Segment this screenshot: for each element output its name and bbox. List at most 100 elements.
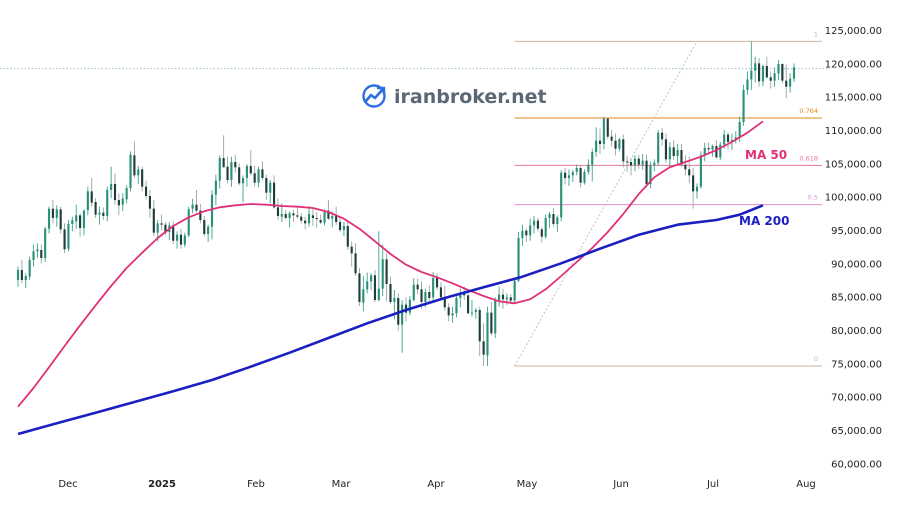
candle-17: [82, 209, 86, 236]
candle-body-59: [245, 166, 248, 178]
candle-body-192: [761, 66, 765, 82]
y-tick-6: 90,000.00: [831, 259, 882, 270]
candle-189: [750, 41, 753, 90]
candle-121: [486, 306, 489, 366]
candle-body-82: [335, 216, 338, 222]
candle-body-102: [412, 284, 415, 300]
candle-body-178: [707, 148, 710, 150]
candle-13: [67, 220, 70, 252]
candle-91: [370, 273, 373, 290]
candle-body-29: [129, 154, 132, 188]
candle-137: [548, 212, 551, 228]
y-tick-12: 120,000.00: [825, 59, 882, 70]
candle-body-73: [300, 216, 303, 221]
candle-body-198: [785, 80, 788, 87]
candle-148: [591, 148, 594, 182]
candle-body-12: [63, 229, 66, 250]
candle-93: [377, 231, 380, 302]
candle-21: [98, 206, 101, 225]
candle-197: [781, 63, 784, 84]
candle-body-76: [311, 215, 314, 218]
candle-body-160: [637, 158, 640, 165]
candle-67: [276, 198, 280, 220]
ma50-label: MA 50: [745, 148, 787, 162]
candle-body-61: [253, 173, 256, 183]
fib-label-4: 0: [814, 355, 818, 363]
candle-body-86: [350, 246, 353, 254]
candle-142: [567, 169, 571, 186]
candle-body-46: [195, 204, 198, 211]
candle-body-196: [777, 64, 780, 74]
candle-body-2: [24, 276, 27, 280]
candle-body-32: [141, 169, 144, 187]
candle-body-166: [661, 132, 664, 140]
candle-body-26: [117, 200, 120, 206]
candle-body-9: [51, 208, 54, 218]
candle-body-90: [366, 281, 369, 290]
candle-body-63: [261, 169, 264, 178]
candle-body-6: [40, 250, 43, 258]
candle-body-51: [214, 180, 217, 195]
candle-body-181: [719, 144, 722, 158]
candle-body-111: [447, 307, 450, 316]
candle-body-40: [172, 225, 175, 241]
candle-body-190: [754, 63, 757, 71]
candle-185: [734, 131, 737, 144]
candle-body-68: [280, 214, 283, 217]
candle-54: [226, 156, 229, 184]
candle-196: [777, 60, 780, 80]
candle-body-127: [509, 297, 512, 301]
candle-body-105: [424, 292, 427, 302]
candle-body-138: [552, 214, 555, 224]
candle-79: [323, 209, 326, 226]
candle-body-0: [16, 270, 20, 280]
candle-body-54: [226, 166, 229, 180]
candle-77: [315, 212, 318, 228]
candle-body-176: [699, 155, 702, 187]
candle-body-5: [36, 249, 39, 252]
candle-body-77: [315, 218, 318, 219]
candle-body-17: [82, 210, 86, 228]
watermark-text: iranbroker.net: [394, 86, 547, 108]
candle-58: [241, 175, 245, 202]
candle-body-115: [463, 293, 466, 296]
candle-190: [754, 56, 757, 83]
candle-172: [684, 155, 687, 176]
candle-body-145: [579, 168, 582, 183]
x-tick-4: Apr: [427, 479, 445, 490]
candle-body-69: [284, 214, 287, 218]
candle-164: [653, 159, 656, 172]
y-tick-1: 65,000.00: [831, 426, 882, 437]
candle-body-15: [75, 215, 78, 222]
candle-57: [238, 163, 241, 186]
candle-body-71: [292, 213, 295, 216]
candle-body-108: [435, 278, 439, 288]
candle-body-21: [98, 212, 101, 215]
x-tick-2: Feb: [247, 479, 265, 490]
x-tick-6: Jun: [612, 479, 629, 490]
candle-118: [474, 308, 477, 319]
candle-body-44: [187, 209, 190, 236]
candle-body-179: [711, 146, 714, 150]
candle-body-193: [765, 66, 768, 78]
candle-body-93: [377, 288, 380, 300]
moving-averages: MA 50 MA 200: [17, 120, 789, 436]
candle-39: [168, 222, 171, 240]
candle-body-56: [234, 162, 237, 168]
candle-71: [292, 210, 295, 222]
candle-122: [490, 302, 493, 336]
candle-body-74: [304, 220, 307, 224]
candle-body-165: [657, 132, 660, 163]
candle-body-81: [331, 216, 334, 219]
candle-41: [176, 231, 179, 249]
candle-body-168: [668, 147, 671, 160]
candle-198: [785, 64, 788, 98]
candle-body-67: [276, 207, 280, 216]
candle-66: [273, 175, 276, 209]
candle-body-152: [606, 118, 609, 137]
candle-200: [792, 63, 796, 82]
candle-95: [385, 253, 388, 302]
candle-85: [346, 221, 349, 250]
candle-154: [614, 133, 617, 156]
candle-body-150: [598, 140, 602, 144]
